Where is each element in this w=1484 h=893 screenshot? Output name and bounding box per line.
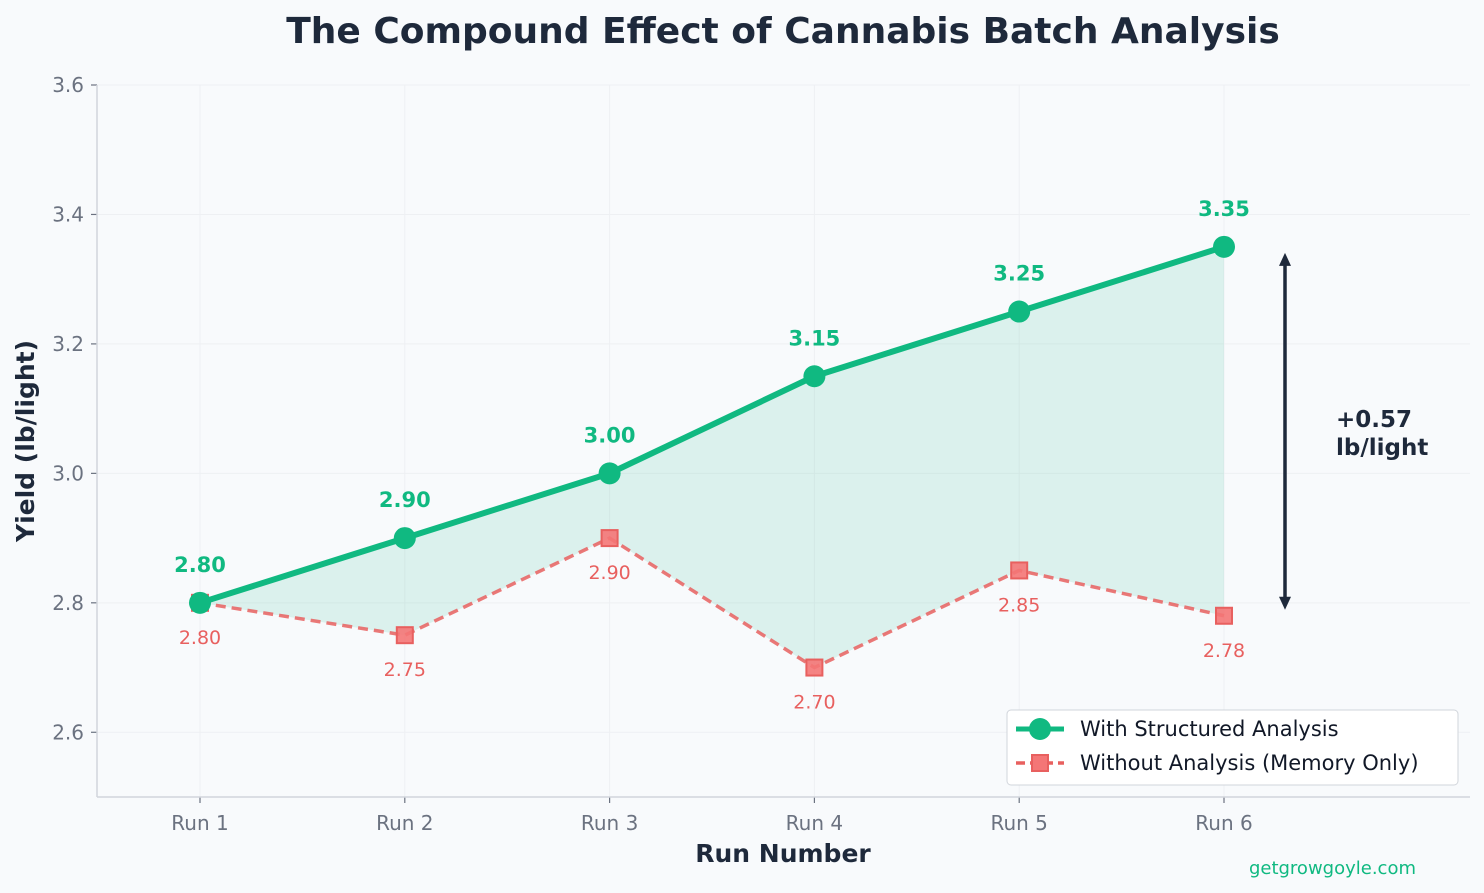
value-label-with-analysis: 2.90 [379,488,431,512]
point-without-analysis [600,529,619,548]
series-layer [189,235,1235,677]
x-tick-label: Run 4 [786,811,843,835]
point-without-analysis [395,626,414,645]
value-label-without-analysis: 2.90 [588,562,630,584]
y-tick-label: 2.8 [52,591,84,615]
legend-label-with-analysis: With Structured Analysis [1080,717,1339,741]
point-with-analysis [598,462,621,485]
gap-area [200,246,1224,668]
x-tick-label: Run 6 [1195,811,1252,835]
y-tick-label: 3.4 [52,202,84,226]
series-line-with-analysis [199,243,1225,606]
point-without-analysis [1215,606,1233,625]
x-tick-label: Run 1 [171,811,228,835]
y-tick-label: 3.2 [52,332,84,356]
point-without-analysis [805,658,824,677]
x-tick-label: Run 3 [581,811,638,835]
chart-title: The Compound Effect of Cannabis Batch An… [286,11,1280,52]
x-tick-label: Run 5 [990,811,1047,835]
value-label-with-analysis: 3.35 [1198,197,1250,221]
point-with-analysis [1008,300,1031,323]
value-label-with-analysis: 3.00 [584,423,636,447]
value-label-without-analysis: 2.70 [793,692,835,714]
gap-fill [200,246,1224,668]
value-label-without-analysis: 2.78 [1203,640,1245,662]
difference-annotation: +0.57 lb/light [1279,252,1428,610]
point-with-analysis [189,591,211,614]
annotation-value: +0.57 [1336,407,1412,433]
y-tick-label: 3.6 [52,73,84,97]
annotation-unit: lb/light [1336,435,1428,461]
x-axis-label: Run Number [695,839,871,868]
data-labels: 2.80 2.75 2.90 2.70 2.85 2.78 2.80 2.90 3.00 3.15… [174,197,1250,714]
legend-label-without-analysis: Without Analysis (Memory Only) [1080,751,1419,775]
point-with-analysis [803,365,826,388]
credit-text: getgrowgoyle.com [1249,858,1416,879]
value-label-without-analysis: 2.80 [179,627,221,649]
legend: With Structured Analysis Without Analysi… [1006,709,1459,786]
y-tick-label: 2.6 [52,720,84,744]
annotation-arrow-head-down [1279,596,1291,610]
series-line-without-analysis [199,536,1225,670]
y-tick-label: 3.0 [52,461,84,485]
value-label-with-analysis: 3.15 [788,326,840,350]
point-with-analysis [1213,235,1235,258]
point-without-analysis [1010,561,1029,580]
point-with-analysis [393,527,416,550]
legend-marker-with-analysis [1029,718,1051,740]
legend-box [1006,709,1459,786]
legend-marker-without-analysis [1031,754,1049,772]
grid [97,84,1470,797]
axes: 2.6 2.8 3.0 3.2 3.4 3.6 Run 1 Run 2 Run 3 Run 4 Ru… [52,73,1470,835]
annotation-arrow-head-up [1279,252,1291,266]
value-label-without-analysis: 2.85 [998,594,1040,616]
x-tick-label: Run 2 [376,811,433,835]
value-label-with-analysis: 2.80 [174,553,226,577]
y-axis-label: Yield (lb/light) [11,340,40,543]
value-label-without-analysis: 2.75 [384,659,426,681]
value-label-with-analysis: 3.25 [993,262,1045,286]
